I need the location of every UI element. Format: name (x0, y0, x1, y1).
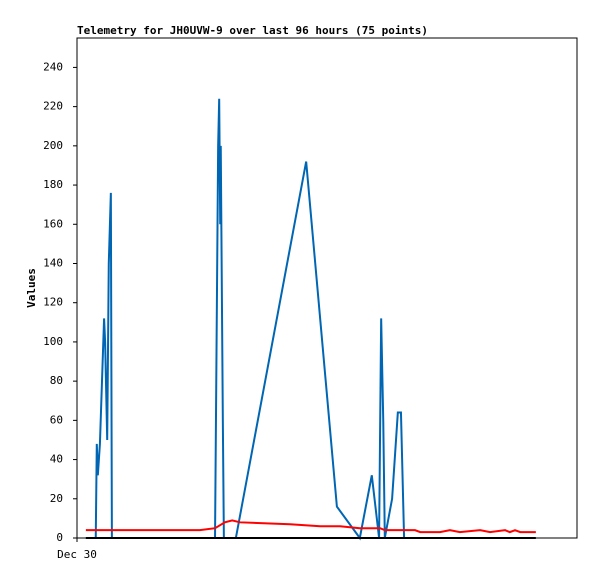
series-line (85, 98, 406, 541)
y-tick-label: 140 (43, 256, 63, 269)
chart-title: Telemetry for JH0UVW-9 over last 96 hour… (77, 24, 428, 37)
y-tick-label: 160 (43, 217, 63, 230)
y-tick-label: 80 (50, 374, 63, 387)
y-tick-label: 100 (43, 335, 63, 348)
y-tick-label: 180 (43, 178, 63, 191)
series-line (85, 519, 536, 534)
y-tick-label: 60 (50, 413, 63, 426)
y-axis-label: Values (25, 268, 38, 308)
y-tick-label: 240 (43, 60, 63, 73)
x-tick-label: Dec 30 (57, 548, 97, 561)
y-tick-label: 40 (50, 453, 63, 466)
y-tick-label: 0 (56, 531, 63, 544)
y-tick-label: 200 (43, 139, 63, 152)
plot-frame (76, 37, 578, 539)
y-tick-label: 20 (50, 492, 63, 505)
y-tick-label: 120 (43, 296, 63, 309)
y-tick-label: 220 (43, 100, 63, 113)
